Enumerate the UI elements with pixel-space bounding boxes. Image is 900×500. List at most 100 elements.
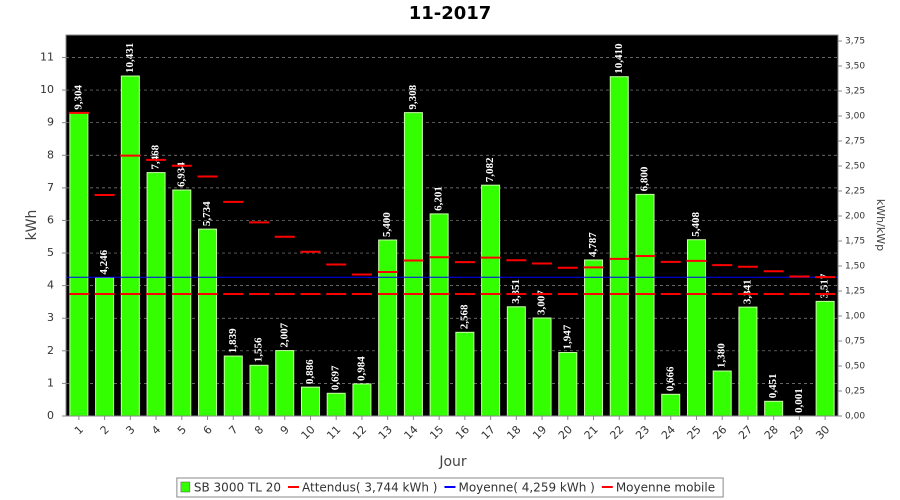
x-axis-title: Jour	[438, 454, 467, 470]
bar	[198, 228, 218, 417]
x-tick-label: 7	[226, 423, 240, 437]
bar	[661, 393, 681, 417]
value-label: 9,308	[407, 84, 419, 109]
value-label: 10,431	[124, 43, 136, 73]
value-label: 4,246	[98, 249, 110, 274]
plot-background	[66, 35, 838, 416]
y2-tick-label: 0,50	[845, 362, 865, 372]
value-label: 0,886	[304, 359, 316, 384]
x-tick-label: 27	[736, 423, 755, 442]
x-tick-label: 19	[530, 423, 549, 442]
y-tick-label: 3	[47, 311, 54, 324]
y2-tick-label: 1,75	[845, 237, 865, 247]
bar	[429, 213, 449, 417]
x-tick-label: 18	[504, 423, 523, 442]
y2-tick-label: 0,00	[845, 412, 865, 422]
y2-tick-label: 2,25	[845, 187, 865, 197]
y-tick-label: 9	[47, 116, 54, 129]
value-label: 0,666	[664, 366, 676, 391]
x-tick-label: 20	[556, 423, 575, 442]
value-label: 10,410	[613, 43, 625, 74]
x-tick-label: 28	[762, 423, 781, 442]
plot-frame	[65, 34, 839, 417]
y2-tick-label: 3,75	[845, 37, 865, 47]
value-label: 1,839	[227, 328, 239, 353]
value-label: 6,934	[175, 162, 187, 187]
bar	[609, 76, 629, 417]
value-label: 9,304	[72, 85, 84, 110]
legend-label: Moyenne mobile	[616, 481, 715, 495]
bar	[249, 364, 269, 417]
y2-tick-label: 2,00	[845, 212, 865, 222]
y2-tick-label: 2,75	[845, 137, 865, 147]
y-axis-title: kWh	[24, 210, 40, 241]
value-label: 2,007	[278, 322, 290, 347]
chart-title: 11-2017	[409, 3, 492, 24]
bar	[532, 317, 552, 417]
bar	[764, 400, 784, 417]
bar	[506, 306, 526, 417]
value-label: 7,082	[484, 157, 496, 182]
bar	[455, 331, 475, 417]
bar	[481, 184, 501, 417]
x-tick-label: 6	[201, 423, 215, 437]
y-tick-label: 11	[40, 50, 54, 63]
legend-label: SB 3000 TL 20	[194, 481, 281, 495]
value-label: 3,007	[536, 290, 548, 315]
x-tick-label: 15	[427, 423, 446, 442]
value-label: 6,800	[639, 166, 651, 191]
bar	[223, 355, 243, 417]
x-tick-label: 1	[72, 423, 86, 437]
value-label: 3,351	[510, 279, 522, 304]
y2-tick-label: 2,50	[845, 162, 865, 172]
x-tick-label: 26	[710, 423, 729, 442]
bar	[403, 112, 423, 417]
y-tick-label: 6	[47, 213, 54, 226]
x-tick-label: 4	[149, 423, 163, 437]
bar	[326, 392, 346, 417]
x-tick-label: 23	[633, 423, 652, 442]
value-label: 3,517	[819, 273, 831, 298]
value-label: 6,201	[433, 186, 445, 211]
y2-tick-label: 0,25	[845, 387, 865, 397]
y-tick-label: 4	[47, 279, 54, 292]
bar	[172, 189, 192, 417]
x-tick-label: 5	[175, 423, 189, 437]
value-label: 0,001	[793, 388, 805, 413]
bar	[352, 383, 372, 417]
bar	[738, 306, 758, 417]
y2-tick-label: 3,00	[845, 112, 865, 122]
x-tick-label: 8	[252, 423, 266, 437]
bar	[635, 193, 655, 417]
legend-label: Moyenne( 4,259 kWh )	[458, 481, 594, 495]
bar	[584, 259, 604, 417]
x-tick-label: 29	[788, 423, 807, 442]
value-label: 4,787	[587, 232, 599, 257]
y2-tick-label: 1,50	[845, 262, 865, 272]
x-tick-label: 9	[278, 423, 292, 437]
x-tick-label: 10	[299, 423, 318, 442]
x-tick-label: 17	[479, 423, 498, 442]
bar	[815, 300, 835, 417]
value-label: 7,468	[150, 144, 162, 169]
x-tick-label: 30	[813, 423, 832, 442]
y-tick-label: 7	[47, 181, 54, 194]
value-label: 1,380	[716, 343, 728, 368]
legend-label: Attendus( 3,744 kWh )	[302, 481, 437, 495]
y-tick-label: 2	[47, 344, 54, 357]
bar	[712, 370, 732, 417]
value-label: 5,408	[690, 211, 702, 236]
value-label: 0,451	[767, 374, 779, 399]
value-label: 0,984	[355, 356, 367, 381]
bar	[300, 386, 320, 417]
value-label: 2,568	[458, 304, 470, 329]
bar	[558, 352, 578, 417]
x-tick-label: 25	[685, 423, 704, 442]
x-tick-label: 3	[123, 423, 137, 437]
y2-tick-label: 1,25	[845, 287, 865, 297]
legend-swatch	[180, 481, 191, 493]
x-tick-label: 14	[402, 423, 421, 442]
y2-tick-label: 3,25	[845, 87, 865, 97]
x-tick-label: 22	[607, 423, 626, 442]
